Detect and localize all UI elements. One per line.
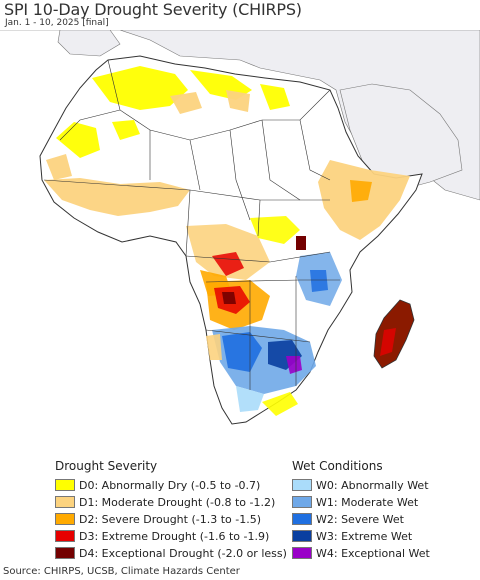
legend-label-w4: W4: Exceptional Wet xyxy=(316,546,430,560)
legend-label-w0: W0: Abnormally Wet xyxy=(316,478,429,492)
iberia-landmass xyxy=(57,30,121,57)
south-d1-region xyxy=(206,334,222,360)
source-credit: Source: CHIRPS, UCSB, Climate Hazards Ce… xyxy=(3,566,240,577)
legend-item-w0: W0: Abnormally Wet xyxy=(292,478,429,492)
angola-d4-region xyxy=(222,292,236,304)
swatch-w1 xyxy=(292,496,312,508)
legend-label-d2: D2: Severe Drought (-1.3 to -1.5) xyxy=(79,512,262,526)
map-subtitle: Jan. 1 - 10, 2025 [final] xyxy=(5,18,109,28)
central-d0-region xyxy=(250,216,300,244)
swatch-d4 xyxy=(55,547,75,559)
madagascar-d3-region xyxy=(380,328,396,356)
south-w2-region xyxy=(222,332,262,372)
central-d1-region xyxy=(186,224,270,280)
drought-map xyxy=(0,30,480,458)
horn-d2-region xyxy=(350,180,372,202)
europe-landmass xyxy=(0,30,480,201)
swatch-w3 xyxy=(292,530,312,542)
swatch-w2 xyxy=(292,513,312,525)
arabia-landmass xyxy=(339,83,463,191)
legend-label-d3: D3: Extreme Drought (-1.6 to -1.9) xyxy=(79,529,270,543)
country-borders xyxy=(43,59,340,390)
legend-label-w1: W1: Moderate Wet xyxy=(316,495,419,509)
map-title: SPI 10-Day Drought Severity (CHIRPS) xyxy=(4,0,302,19)
south-d0-region xyxy=(262,392,298,416)
south-w0-region xyxy=(236,386,264,412)
lake-d4-spot xyxy=(296,236,306,250)
legend-item-w2: W2: Severe Wet xyxy=(292,512,404,526)
swatch-w4 xyxy=(292,547,312,559)
legend-item-w1: W1: Moderate Wet xyxy=(292,495,418,509)
swatch-w0 xyxy=(292,479,312,491)
legend-label-d1: D1: Moderate Drought (-0.8 to -1.2) xyxy=(79,495,276,509)
legend-item-d1: D1: Moderate Drought (-0.8 to -1.2) xyxy=(55,495,275,509)
east-w2-region xyxy=(310,270,328,292)
legend-label-d4: D4: Exceptional Drought (-2.0 or less) xyxy=(79,546,287,560)
swatch-d0 xyxy=(55,479,75,491)
legend-label-w2: W2: Severe Wet xyxy=(316,512,404,526)
legend-item-w3: W3: Extreme Wet xyxy=(292,529,412,543)
legend-label-w3: W3: Extreme Wet xyxy=(316,529,413,543)
legend-item-d0: D0: Abnormally Dry (-0.5 to -0.7) xyxy=(55,478,260,492)
legend-item-d2: D2: Severe Drought (-1.3 to -1.5) xyxy=(55,512,261,526)
africa-map-svg xyxy=(0,30,480,458)
wet-legend-title: Wet Conditions xyxy=(292,459,383,473)
congo-d3-region xyxy=(212,252,244,276)
legend-item-d3: D3: Extreme Drought (-1.6 to -1.9) xyxy=(55,529,269,543)
legend-label-d0: D0: Abnormally Dry (-0.5 to -0.7) xyxy=(79,478,261,492)
swatch-d1 xyxy=(55,496,75,508)
drought-legend-title: Drought Severity xyxy=(55,459,158,473)
legend-item-w4: W4: Exceptional Wet xyxy=(292,546,430,560)
south-w4-region xyxy=(286,356,302,374)
north-d1-region xyxy=(46,90,250,180)
legend-item-d4: D4: Exceptional Drought (-2.0 or less) xyxy=(55,546,287,560)
swatch-d2 xyxy=(55,513,75,525)
swatch-d3 xyxy=(55,530,75,542)
